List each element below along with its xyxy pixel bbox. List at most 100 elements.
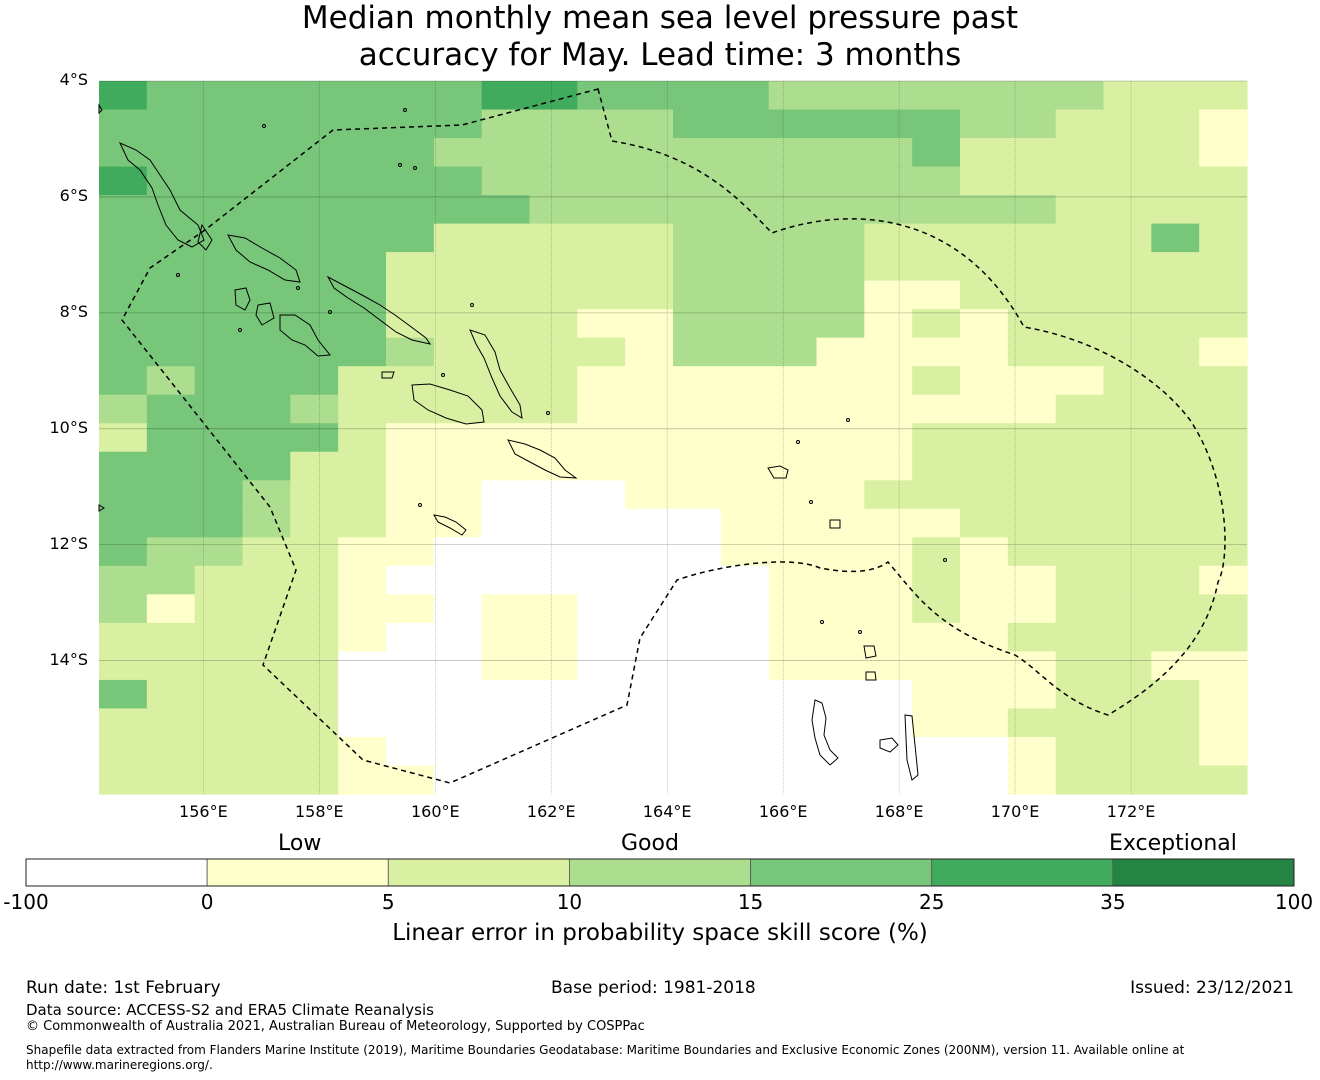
- grid-cell: [625, 394, 674, 424]
- grid-cell: [816, 423, 865, 453]
- grid-cell: [194, 565, 244, 595]
- grid-cell: [99, 280, 148, 310]
- grid-cell: [529, 736, 578, 767]
- grid-cell: [720, 223, 770, 253]
- grid-cell: [912, 765, 961, 795]
- grid-cell: [481, 166, 531, 196]
- grid-cell: [1151, 736, 1200, 767]
- grid-cell: [960, 81, 1009, 111]
- grid-cell: [1151, 508, 1200, 538]
- grid-cell: [433, 138, 483, 168]
- grid-cell: [720, 594, 770, 624]
- grid-cell: [1103, 708, 1152, 738]
- grid-cell: [864, 622, 913, 652]
- grid-cell: [242, 394, 291, 424]
- grid-cell: [1055, 622, 1105, 652]
- grid-cell: [481, 109, 531, 139]
- island-outline: [234, 287, 251, 311]
- grid-cell: [481, 309, 531, 339]
- grid-cell: [1151, 138, 1200, 168]
- grid-cell: [529, 166, 578, 196]
- grid-cell: [433, 679, 483, 710]
- latitude-label: 12°S: [49, 533, 88, 553]
- grid-cell: [912, 138, 961, 168]
- grid-cell: [529, 280, 578, 310]
- grid-cell: [1103, 651, 1152, 681]
- grid-cell: [1151, 480, 1200, 510]
- grid-cell: [290, 394, 339, 424]
- grid-cell: [386, 223, 435, 253]
- grid-cell: [1199, 366, 1248, 396]
- grid-cell: [194, 451, 244, 481]
- grid-cell: [577, 366, 626, 396]
- grid-cell: [625, 508, 674, 538]
- grid-cell: [386, 679, 435, 710]
- grid-cell: [194, 423, 244, 453]
- grid-cell: [146, 537, 196, 567]
- grid-cell: [768, 594, 818, 624]
- grid-cell: [1055, 138, 1105, 168]
- grid-cell: [242, 622, 291, 652]
- grid-cell: [146, 651, 196, 681]
- island-outline: [118, 142, 205, 248]
- grid-cell: [146, 594, 196, 624]
- grid-cell: [529, 366, 578, 396]
- colorbar-tick-label: 5: [381, 890, 395, 914]
- grid-cell: [864, 565, 913, 595]
- grid-cell: [433, 337, 483, 367]
- grid-cell: [242, 138, 291, 168]
- grid-cell: [720, 651, 770, 681]
- colorbar-tick-label: 0: [200, 890, 214, 914]
- grid-cell: [1151, 166, 1200, 196]
- grid-cell: [529, 138, 578, 168]
- grid-cell: [194, 508, 244, 538]
- grid-cell: [194, 708, 244, 738]
- grid-cell: [673, 679, 722, 710]
- grid-cell: [912, 423, 961, 453]
- grid-cell: [529, 195, 578, 225]
- grid-cell: [768, 280, 818, 310]
- grid-cell: [912, 594, 961, 624]
- grid-cell: [625, 309, 674, 339]
- grid-cell: [1151, 622, 1200, 652]
- grid-cell: [99, 537, 148, 567]
- islet-outline: [238, 328, 242, 332]
- grid-cell: [577, 394, 626, 424]
- eez-boundary: [121, 88, 1226, 784]
- grid-cell: [290, 736, 339, 767]
- grid-cell: [625, 451, 674, 481]
- grid-cell: [338, 366, 387, 396]
- grid-cell: [1199, 280, 1248, 310]
- grid-cell: [290, 451, 339, 481]
- grid-cell: [529, 651, 578, 681]
- grid-cell: [1103, 736, 1152, 767]
- grid-cell: [146, 736, 196, 767]
- grid-cell: [912, 451, 961, 481]
- grid-cell: [290, 765, 339, 795]
- grid-cell: [673, 166, 722, 196]
- grid-cell: [768, 337, 818, 367]
- grid-cell: [290, 280, 339, 310]
- island-outline: [865, 671, 877, 681]
- longitude-label: 164°E: [642, 802, 692, 821]
- grid-cell: [1151, 708, 1200, 738]
- grid-cell: [1199, 451, 1248, 481]
- grid-cell: [1103, 109, 1152, 139]
- grid-cell: [1151, 109, 1200, 139]
- colorbar-segment: [1112, 858, 1295, 887]
- grid-cell: [433, 565, 483, 595]
- grid-cell: [625, 109, 674, 139]
- grid-cell: [864, 138, 913, 168]
- grid-cell: [816, 565, 865, 595]
- grid-cell: [290, 565, 339, 595]
- grid-cell: [816, 594, 865, 624]
- grid-cell: [242, 537, 291, 567]
- islet-outline: [413, 166, 417, 170]
- grid-cell: [816, 109, 865, 139]
- grid-cell: [720, 195, 770, 225]
- grid-cell: [290, 81, 339, 111]
- grid-cell: [673, 309, 722, 339]
- grid-cell: [625, 138, 674, 168]
- grid-cell: [864, 109, 913, 139]
- grid-cell: [1055, 451, 1105, 481]
